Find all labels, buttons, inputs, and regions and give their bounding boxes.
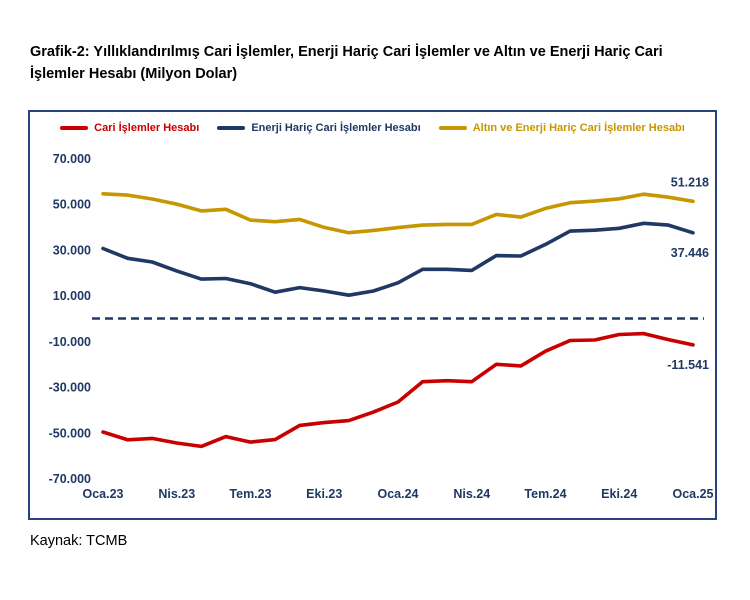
- x-axis-tick-label: Eki.23: [306, 487, 342, 501]
- y-axis-tick-label: -50.000: [49, 426, 91, 440]
- legend-line-swatch-red-icon: [60, 126, 89, 130]
- y-axis-tick-label: 50.000: [53, 198, 91, 212]
- legend-item-enerji-haric: Enerji Hariç Cari İşlemler Hesabı: [217, 122, 421, 134]
- y-axis-tick-label: -10.000: [49, 335, 91, 349]
- legend-item-cari-islemler: Cari İşlemler Hesabı: [60, 122, 199, 134]
- series-line-enerji-haric: [101, 221, 695, 297]
- legend-line-swatch-navy-icon: [217, 126, 246, 130]
- y-axis-tick-label: -70.000: [49, 472, 91, 486]
- x-axis-tick-label: Oca.23: [82, 487, 123, 501]
- legend-item-altin-enerji-haric: Altın ve Enerji Hariç Cari İşlemler Hesa…: [438, 122, 685, 134]
- x-axis-tick-label: Eki.24: [601, 487, 637, 501]
- end-value-label-enerji-haric: 37.446: [671, 246, 709, 260]
- legend-label-altin-enerji-haric: Altın ve Enerji Hariç Cari İşlemler Hesa…: [472, 122, 685, 134]
- x-axis-tick-label: Tem.24: [524, 487, 566, 501]
- legend-line-swatch-gold-icon: [438, 126, 467, 130]
- x-axis-tick-label: Nis.24: [453, 487, 490, 501]
- series-line-altin-enerji-haric: [101, 191, 695, 235]
- y-axis-tick-label: 10.000: [53, 289, 91, 303]
- x-axis-tick-label: Nis.23: [158, 487, 195, 501]
- legend-label-enerji-haric: Enerji Hariç Cari İşlemler Hesabı: [251, 122, 421, 134]
- chart-frame: Cari İşlemler Hesabı Enerji Hariç Cari İ…: [28, 110, 717, 520]
- chart-title: Grafik-2: Yıllıklandırılmış Cari İşlemle…: [30, 44, 663, 83]
- end-value-label-cari-islemler: -11.541: [667, 358, 709, 372]
- x-axis-tick-label: Oca.25: [672, 487, 713, 501]
- chart-legend: Cari İşlemler Hesabı Enerji Hariç Cari İ…: [30, 122, 715, 134]
- series-line-cari-islemler: [101, 331, 695, 449]
- x-axis-tick-label: Tem.23: [229, 487, 271, 501]
- source-note: Kaynak: TCMB: [30, 533, 128, 549]
- legend-label-cari-islemler: Cari İşlemler Hesabı: [94, 122, 200, 134]
- y-axis-tick-label: -30.000: [49, 381, 91, 395]
- y-axis-tick-label: 70.000: [53, 152, 91, 166]
- x-axis-tick-label: Oca.24: [377, 487, 418, 501]
- end-value-label-altin-enerji-haric: 51.218: [671, 175, 709, 189]
- chart-canvas: 70.000 50.000 30.000 10.000 -10.000 -30.000 -5…: [49, 152, 714, 501]
- y-axis-tick-label: 30.000: [53, 243, 91, 257]
